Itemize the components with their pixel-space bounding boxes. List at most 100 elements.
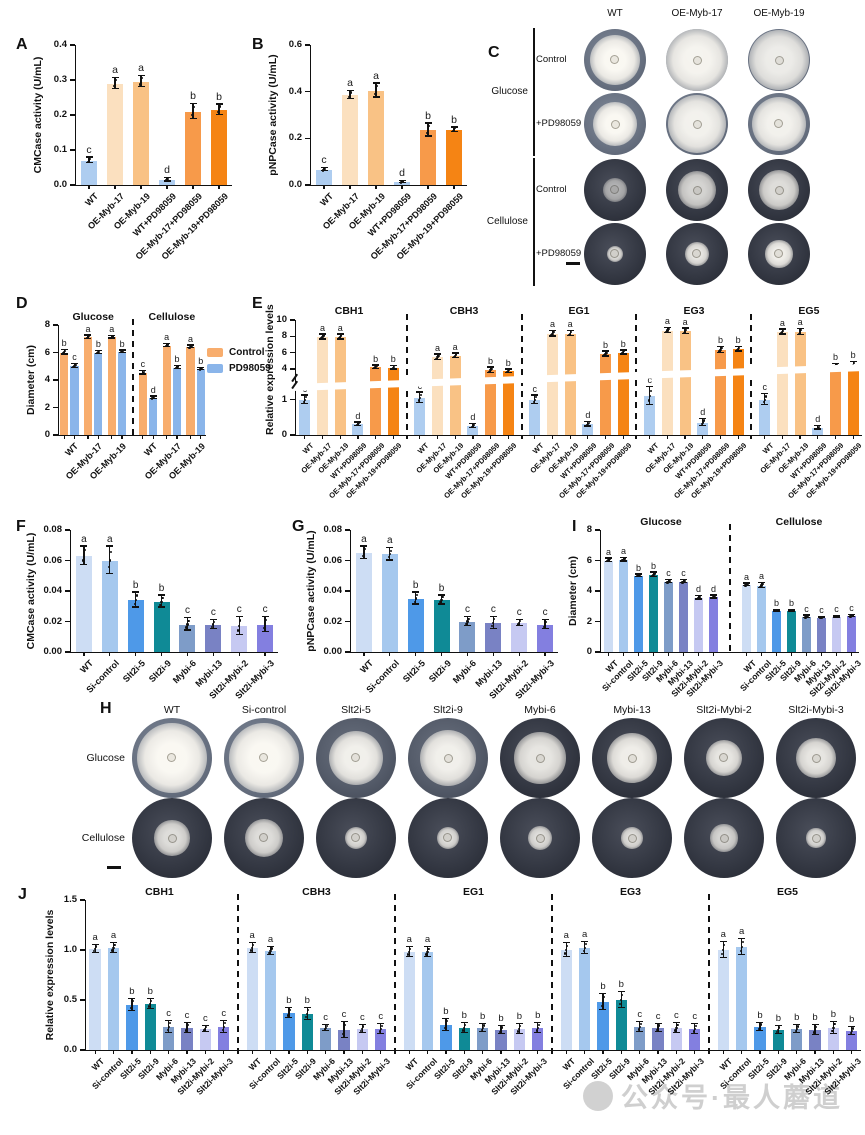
significance-letter: d <box>695 584 701 595</box>
error-bar-cap <box>654 1022 662 1024</box>
panel-label-f: F <box>16 518 26 535</box>
group-divider <box>131 319 134 439</box>
group-title: CBH3 <box>302 886 331 898</box>
significance-letter: c <box>378 1011 384 1022</box>
y-tick-label: 0.04 <box>323 585 343 596</box>
data-point <box>608 558 611 561</box>
significance-letter: c <box>655 1011 661 1022</box>
error-bar-cap <box>605 557 612 559</box>
data-point <box>464 1023 467 1026</box>
inoculation-plug <box>774 249 784 259</box>
data-point <box>222 1025 225 1028</box>
x-tick-mark <box>652 652 655 656</box>
petri-plate-c <box>666 29 728 91</box>
bar <box>231 626 248 652</box>
legend-label-pd98059: PD98059 <box>229 363 271 374</box>
data-point <box>363 548 367 551</box>
bar <box>564 333 576 435</box>
error-bar-cap <box>442 1017 450 1019</box>
data-point <box>263 623 267 626</box>
data-point <box>693 1027 696 1030</box>
x-tick-mark <box>380 1050 382 1054</box>
significance-letter: a <box>406 934 412 945</box>
x-tick-mark <box>375 185 377 189</box>
y-tick-mark <box>345 529 350 531</box>
chart-panel-a: CMCase activity (U/mL) 0.0 0.1 0.2 0.3 0.4 c a a… <box>32 39 232 262</box>
data-point <box>86 160 90 163</box>
x-tick-mark <box>544 652 546 656</box>
bar <box>101 560 118 652</box>
significance-letter: c <box>202 1013 208 1024</box>
x-tick-mark <box>186 1050 188 1054</box>
significance-letter: a <box>164 331 170 342</box>
x-tick-mark <box>408 1050 410 1054</box>
bar <box>847 364 859 435</box>
x-tick-mark <box>852 435 854 439</box>
data-point <box>223 1022 226 1025</box>
data-point <box>550 334 553 337</box>
significance-letter: a <box>187 333 193 344</box>
error-bar-cap <box>811 1033 819 1035</box>
inoculation-plug <box>627 753 637 763</box>
x-tick-mark <box>805 652 808 656</box>
bar <box>689 1029 701 1050</box>
error-bar-cap <box>186 344 194 346</box>
error-bar-cap <box>285 1006 293 1008</box>
x-tick-mark <box>427 185 429 189</box>
error-bar-cap <box>158 594 166 596</box>
data-point <box>160 600 163 603</box>
significance-letter: c <box>516 606 522 618</box>
plate-column-header: WT <box>163 704 181 716</box>
data-point <box>490 367 493 370</box>
data-point <box>286 1014 290 1017</box>
bar <box>697 422 709 435</box>
petri-plate-h <box>684 718 764 798</box>
inoculation-plug <box>610 249 620 259</box>
data-point <box>712 595 715 599</box>
data-point <box>568 333 571 337</box>
significance-letter: a <box>452 341 458 352</box>
data-point <box>740 945 743 948</box>
y-tick-mark <box>53 434 58 436</box>
error-bar-cap <box>220 1031 228 1033</box>
error-bar-cap <box>756 1021 764 1023</box>
bar <box>381 554 398 652</box>
bar <box>812 427 824 435</box>
significance-letter: c <box>532 383 538 394</box>
significance-letter: b <box>830 1009 837 1020</box>
bar <box>144 1004 156 1050</box>
inoculation-plug <box>692 249 702 259</box>
data-point <box>565 948 568 951</box>
error-bar-cap <box>340 1020 348 1022</box>
error-bar-cap <box>377 1032 385 1034</box>
data-point <box>813 1028 817 1031</box>
error-bar-cap <box>80 545 88 547</box>
x-tick-mark <box>454 435 456 439</box>
significance-letter: a <box>563 930 569 941</box>
x-tick-mark <box>472 435 474 439</box>
significance-letter: b <box>95 339 101 350</box>
error-bar-cap <box>209 618 217 620</box>
inoculation-plug <box>627 833 637 843</box>
significance-letter: d <box>815 414 821 425</box>
data-point <box>342 1028 346 1031</box>
y-tick-label: 0.1 <box>53 144 67 155</box>
panel-label-a: A <box>16 36 28 53</box>
data-point <box>537 1023 540 1026</box>
data-point <box>585 424 588 427</box>
x-tick-mark <box>518 652 520 656</box>
data-point <box>518 1027 521 1030</box>
bar <box>403 952 415 1050</box>
error-bar-cap <box>681 327 689 329</box>
data-point <box>338 337 341 340</box>
bar <box>414 397 426 435</box>
error-bar-cap <box>165 1031 173 1033</box>
significance-letter: b <box>516 1011 523 1022</box>
bar <box>432 357 443 435</box>
data-point <box>302 400 305 403</box>
error-bar-cap <box>235 633 243 636</box>
bar <box>94 352 103 435</box>
data-point <box>187 619 190 622</box>
bar <box>708 597 719 652</box>
